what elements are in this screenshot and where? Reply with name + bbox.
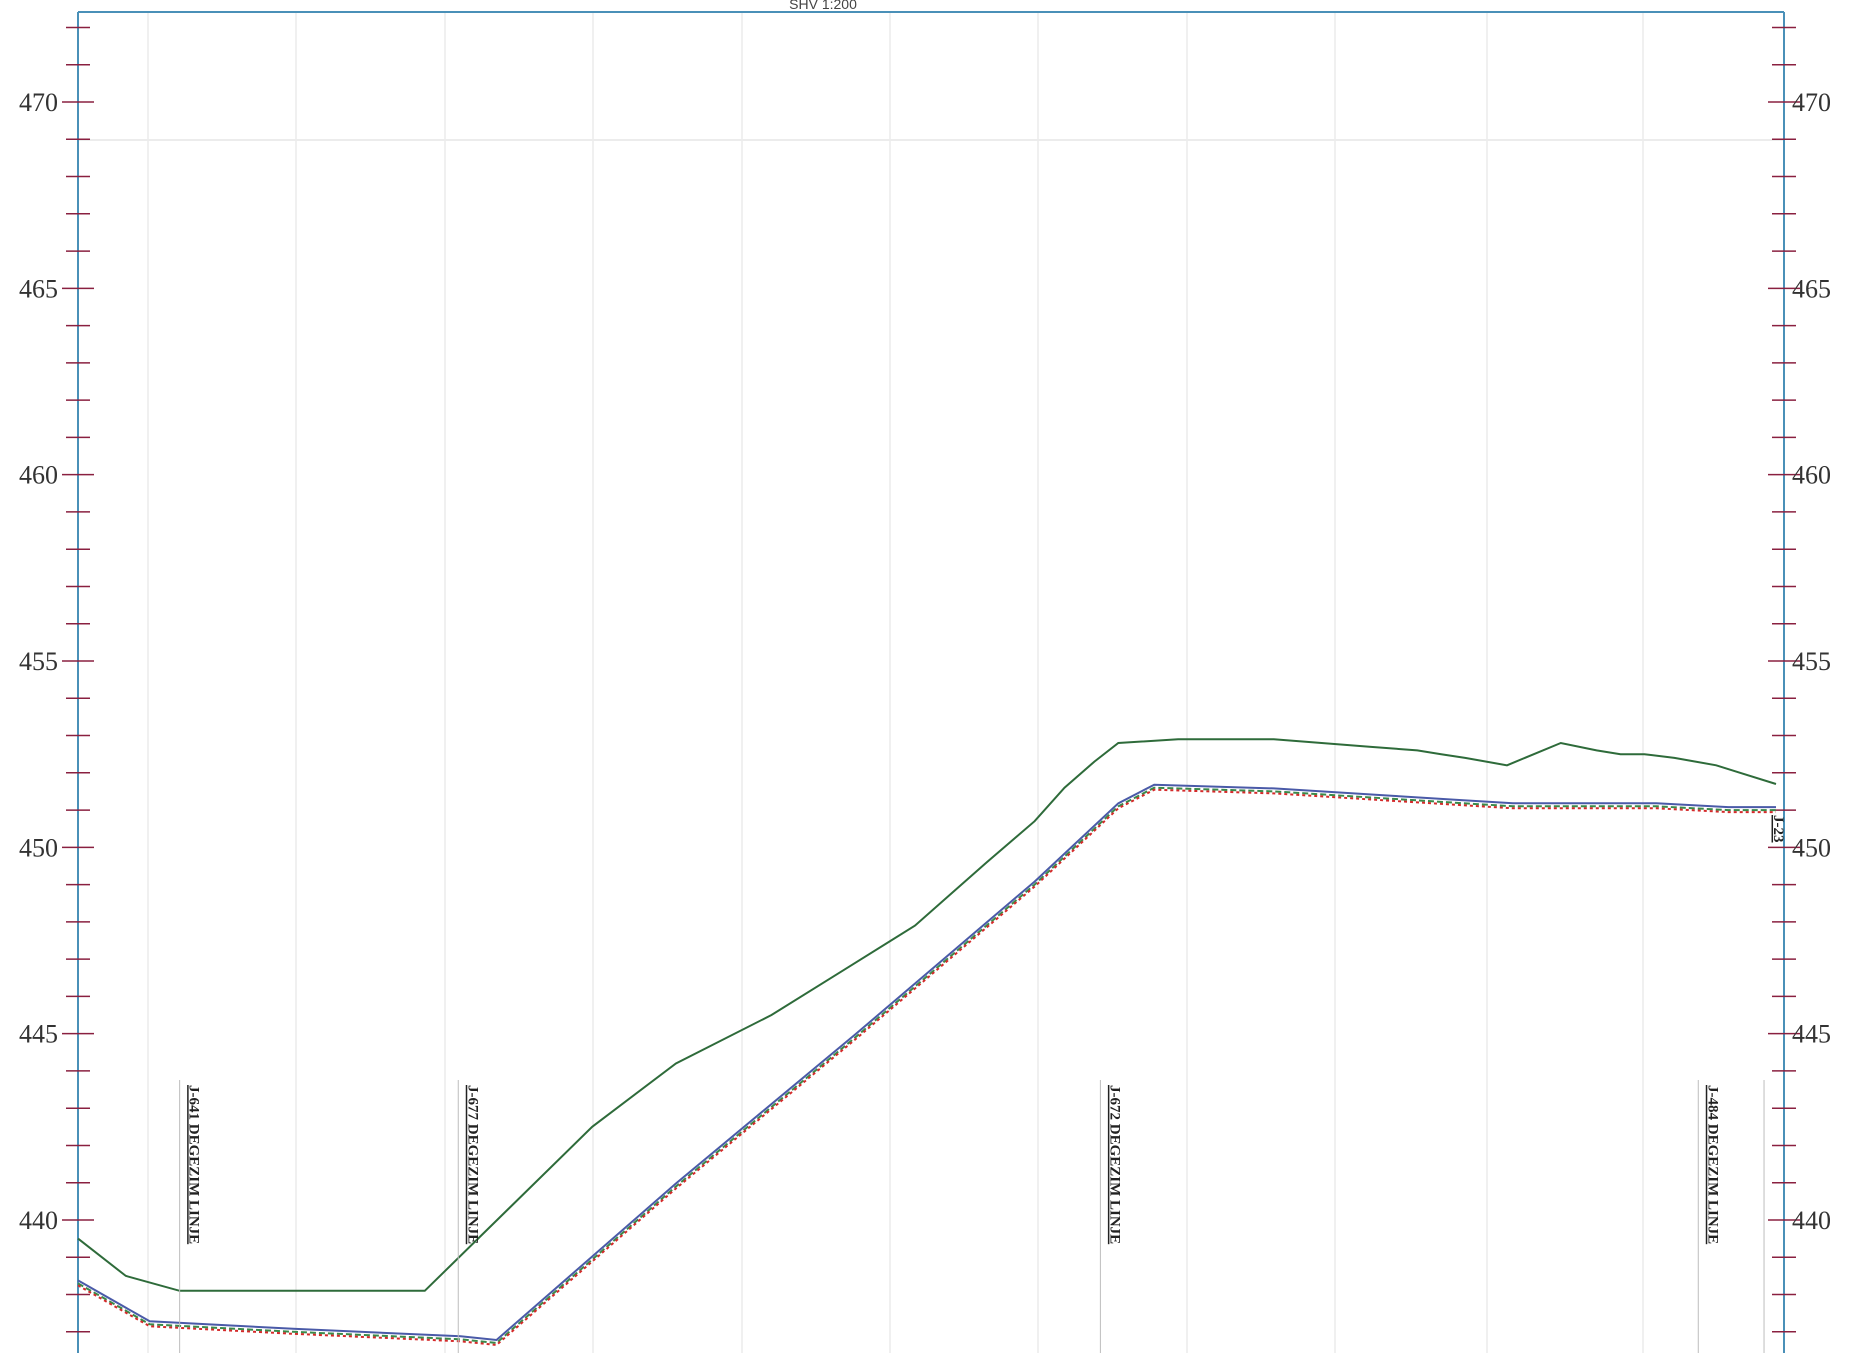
axis-ticks: 440 440 445 445 450 450 455 455 460 460 465 465 470 4… (19, 26, 1831, 1333)
y-tick-label-right: 440 (1792, 1206, 1831, 1235)
y-tick-label-left: 460 (19, 461, 58, 490)
profile-lines (77, 738, 1777, 1347)
station-label: J-484 DEGEZIM LINJE (1704, 1085, 1720, 1244)
y-tick-label-left: 440 (19, 1206, 58, 1235)
station-marker: J-641 DEGEZIM LINJE (179, 1080, 202, 1353)
y-tick-label-left: 465 (19, 274, 58, 303)
terrain-line (77, 738, 1777, 1292)
y-tick-label-right: 445 (1792, 1020, 1831, 1049)
design-line-blue (77, 783, 1776, 1342)
station-label: J-23 (1770, 815, 1786, 843)
station-markers: J-641 DEGEZIM LINJE J-677 DEGEZIM LINJE J-… (179, 815, 1786, 1353)
station-label: J-672 DEGEZIM LINJE (1106, 1085, 1122, 1244)
station-label: J-677 DEGEZIM LINJE (464, 1085, 480, 1244)
station-marker: J-677 DEGEZIM LINJE (457, 1080, 480, 1353)
y-tick-label-right: 465 (1792, 274, 1831, 303)
y-tick-label-left: 455 (19, 647, 58, 676)
station-marker: J-23 (1763, 815, 1786, 1353)
scale-label: SHV 1:200 (789, 0, 857, 12)
y-tick-label-right: 455 (1792, 647, 1831, 676)
y-tick-label-left: 450 (19, 833, 58, 862)
y-tick-label-right: 460 (1792, 461, 1831, 490)
y-tick-label-left: 470 (19, 88, 58, 117)
y-tick-label-right: 470 (1792, 88, 1831, 117)
design-line-red (77, 788, 1776, 1347)
design-line-green (77, 786, 1776, 1345)
station-marker: J-672 DEGEZIM LINJE (1099, 1080, 1122, 1353)
frame (77, 11, 1785, 1353)
y-tick-label-right: 450 (1792, 833, 1831, 862)
station-label: J-641 DEGEZIM LINJE (186, 1085, 202, 1244)
station-marker: J-484 DEGEZIM LINJE (1697, 1080, 1720, 1353)
y-tick-label-left: 445 (19, 1020, 58, 1049)
grid-layer (78, 12, 1784, 1353)
